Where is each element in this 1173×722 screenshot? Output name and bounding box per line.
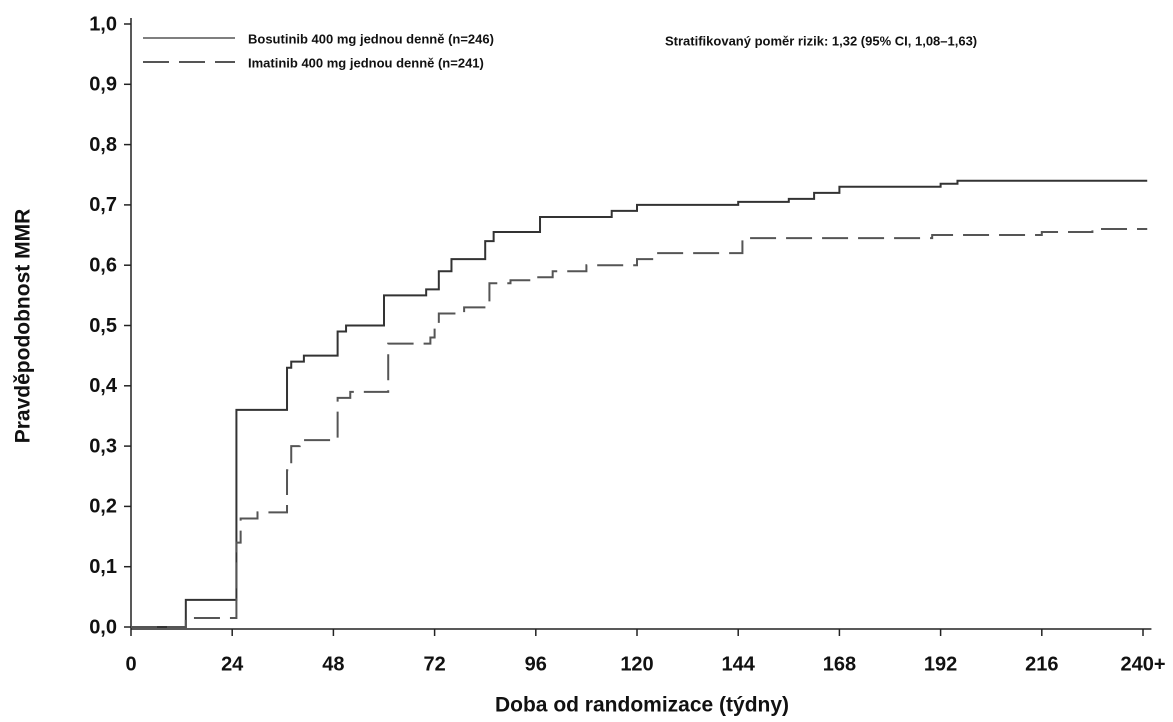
x-tick-label: 96 [525, 653, 547, 675]
series-line [131, 228, 1148, 628]
y-tick-label: 0,0 [89, 616, 117, 638]
legend-label: Bosutinib 400 mg jednou denně (n=246) [248, 31, 494, 46]
x-tick-label: 216 [1025, 653, 1058, 675]
x-tick-label: 240+ [1120, 653, 1165, 675]
y-tick-label: 0,6 [89, 254, 117, 276]
y-tick-label: 0,4 [89, 375, 118, 397]
x-axis-title: Doba od randomizace (týdny) [495, 694, 789, 717]
x-tick-label: 192 [924, 653, 957, 675]
y-tick-label: 0,3 [89, 435, 117, 457]
y-tick-label: 0,2 [89, 496, 117, 518]
y-axis-title: Pravděpodobnost MMR [12, 209, 35, 444]
y-tick-label: 1,0 [89, 13, 117, 35]
x-tick-label: 48 [322, 653, 344, 675]
y-tick-label: 0,7 [89, 194, 117, 216]
annotation: Stratifikovaný poměr rizik: 1,32 (95% CI… [665, 33, 977, 48]
x-tick-label: 144 [722, 653, 756, 675]
y-tick-label: 0,8 [89, 134, 117, 156]
x-tick-label: 72 [423, 653, 445, 675]
y-tick-label: 0,5 [89, 315, 117, 337]
x-tick-label: 120 [620, 653, 653, 675]
legend-label: Imatinib 400 mg jednou denně (n=241) [248, 55, 484, 70]
x-tick-label: 24 [221, 653, 244, 675]
y-tick-label: 0,9 [89, 74, 117, 96]
y-tick-label: 0,1 [89, 556, 117, 578]
x-tick-label: 0 [125, 653, 136, 675]
x-tick-label: 168 [823, 653, 856, 675]
series-line [131, 179, 1148, 628]
